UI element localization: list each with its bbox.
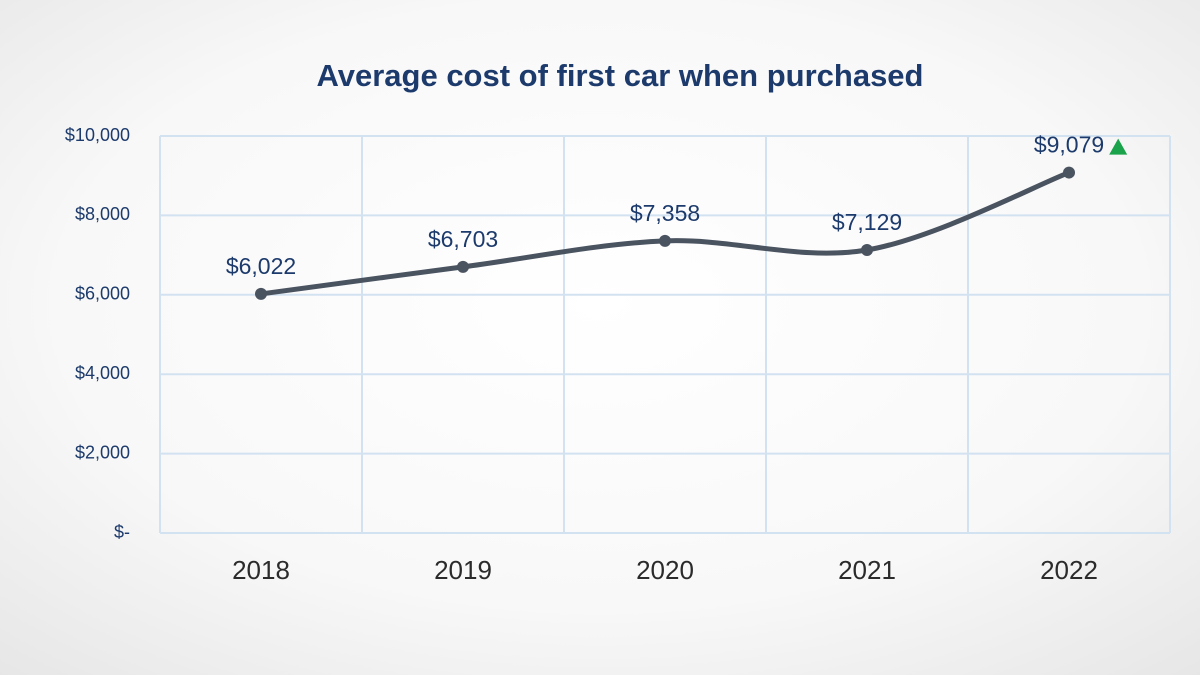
point [861, 243, 873, 256]
point [659, 234, 671, 247]
x-tick-label: 2022 [1040, 555, 1098, 585]
x-tick-label: 2019 [434, 555, 492, 585]
chart-title: Average cost of first car when purchased [317, 58, 924, 93]
x-tick-label: 2021 [838, 555, 896, 585]
point [255, 287, 267, 300]
y-tick-label: $8,000 [75, 204, 130, 224]
y-tick-label: $6,000 [75, 284, 130, 304]
data-label: $6,022 [226, 253, 296, 279]
point [457, 260, 469, 273]
y-tick-label: $- [114, 522, 130, 542]
data-label: $7,129 [832, 209, 902, 235]
y-tick-label: $4,000 [75, 363, 130, 383]
data-label: $9,079 [1034, 132, 1104, 158]
trend-arrow [1109, 138, 1128, 155]
point [1063, 166, 1075, 179]
data-label: $7,358 [630, 200, 700, 226]
data-label: $6,703 [428, 226, 498, 252]
y-tick-label: $2,000 [75, 442, 130, 462]
x-tick-label: 2020 [636, 555, 694, 585]
x-tick-label: 2018 [232, 555, 290, 585]
y-tick-label: $10,000 [65, 125, 130, 145]
